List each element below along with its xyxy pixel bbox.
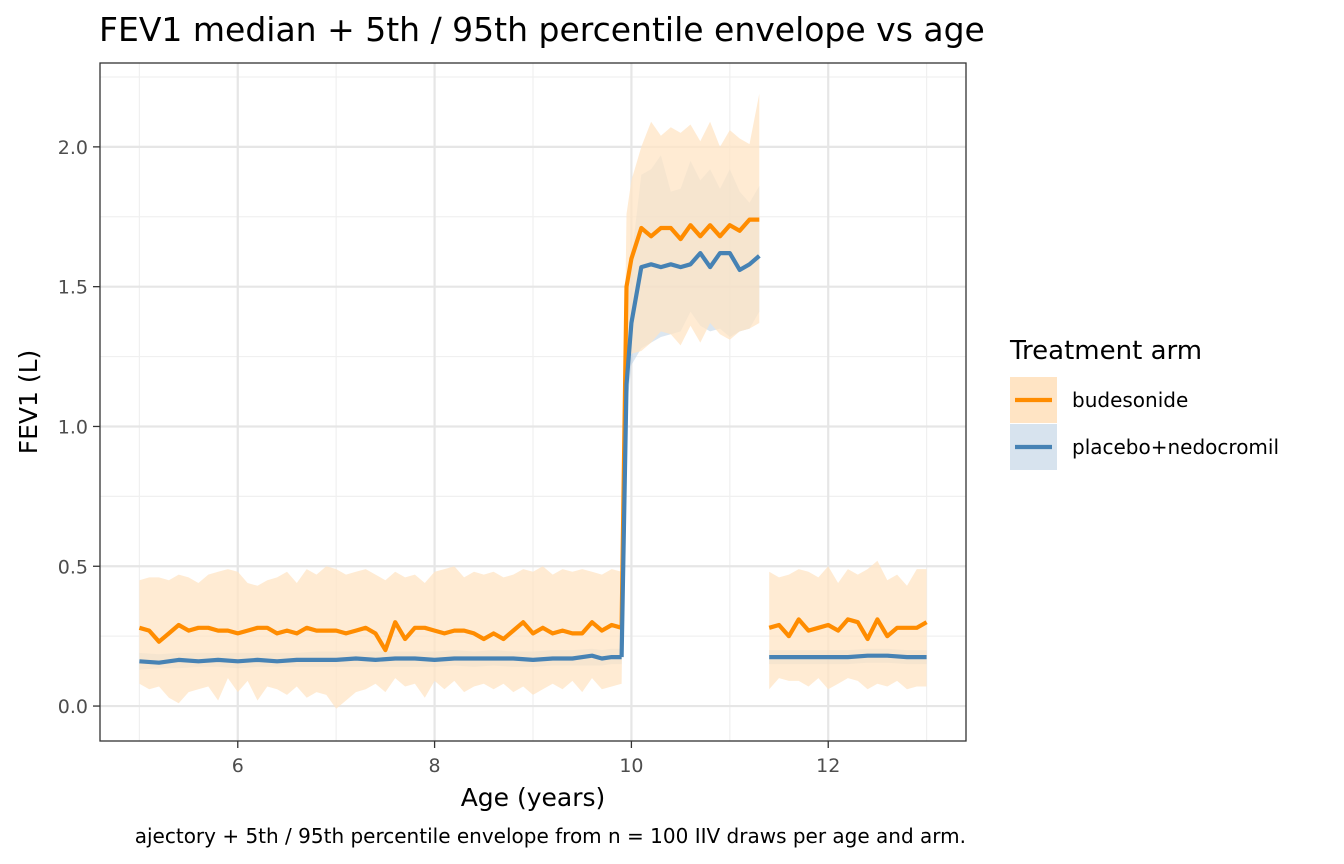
chart-title: FEV1 median + 5th / 95th percentile enve… [99, 10, 985, 49]
y-tick-label: 2.0 [58, 137, 88, 159]
x-axis-ticks: 6 8 10 12 [232, 741, 840, 777]
median-line-budesonide [619, 217, 760, 628]
chart-caption: ajectory + 5th / 95th percentile envelop… [135, 824, 966, 848]
y-axis-title: FEV1 (L) [14, 350, 43, 455]
ribbon-budesonide [621, 93, 760, 684]
legend: Treatment arm budesonide placebo+nedocrom… [1009, 336, 1279, 470]
percentile-ribbons [139, 93, 927, 709]
x-tick-label: 12 [816, 755, 840, 777]
y-tick-label: 1.5 [58, 277, 88, 299]
ribbon-budesonide [139, 566, 622, 709]
median-line-placebo-nedocromil [619, 251, 761, 658]
legend-label: placebo+nedocromil [1072, 435, 1279, 459]
median-line-budesonide [138, 620, 623, 653]
legend-title: Treatment arm [1009, 336, 1202, 366]
y-tick-label: 0.5 [58, 556, 88, 578]
y-tick-label: 1.0 [58, 416, 88, 438]
median-line-placebo-nedocromil [139, 653, 622, 665]
x-axis-title: Age (years) [461, 783, 606, 812]
x-tick-label: 10 [619, 755, 643, 777]
median-line-placebo-nedocromil [769, 653, 927, 660]
median-line-budesonide [768, 617, 928, 642]
plot-border [99, 62, 967, 742]
y-axis-ticks: 0.0 0.5 1.0 1.5 2.0 [58, 137, 100, 718]
y-tick-label: 0.0 [58, 696, 88, 718]
legend-label: budesonide [1072, 388, 1188, 412]
x-tick-label: 8 [429, 755, 441, 777]
x-tick-label: 6 [232, 755, 244, 777]
median-lines [138, 217, 928, 665]
